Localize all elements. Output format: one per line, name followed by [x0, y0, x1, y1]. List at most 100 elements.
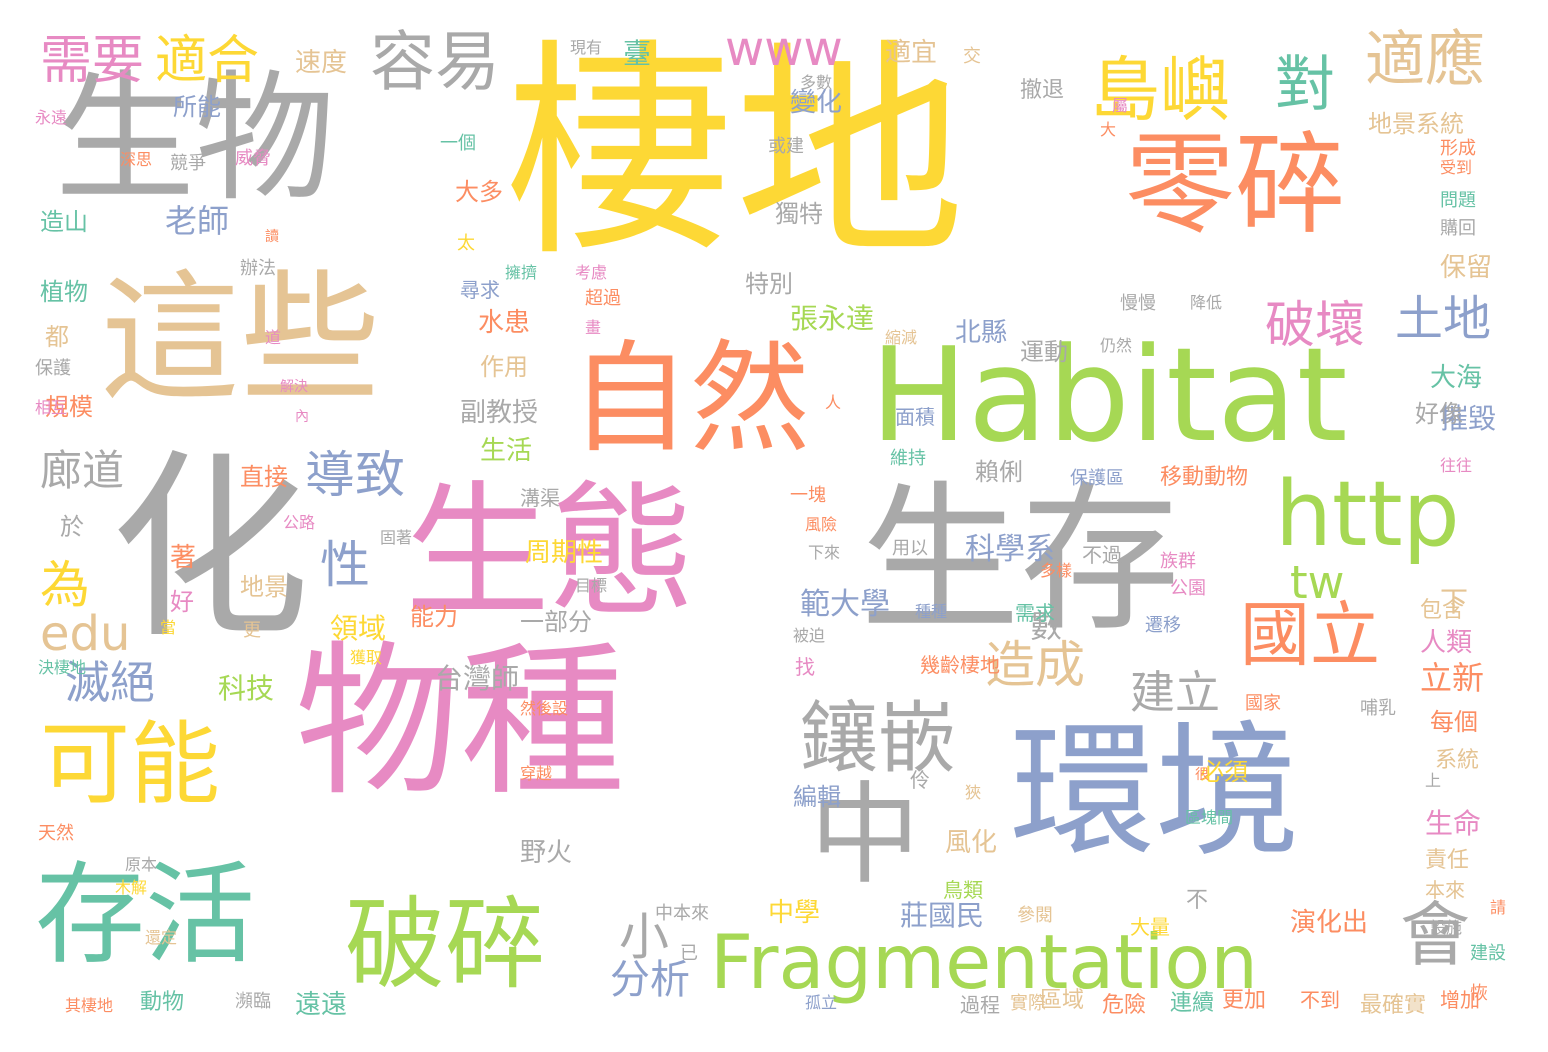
word-cloud-word: 或建 — [768, 136, 804, 157]
word-cloud-word: 競爭 — [170, 153, 206, 174]
word-cloud-word: http — [1275, 462, 1460, 567]
word-cloud-word: 好像 — [1415, 400, 1463, 428]
word-cloud-word: 獲取 — [350, 648, 383, 667]
word-cloud-word: 瀕臨 — [235, 991, 271, 1012]
word-cloud-word: 適宜 — [885, 38, 938, 68]
word-cloud-word: 都 — [45, 323, 69, 351]
word-cloud-word: 造山 — [40, 208, 88, 236]
word-cloud-word: 運動 — [1020, 338, 1068, 366]
word-cloud-word: 購回 — [1440, 218, 1476, 239]
word-cloud-word: 存活 — [35, 851, 255, 979]
word-cloud-word: 種種 — [915, 602, 948, 621]
word-cloud-word: 屬 — [1112, 96, 1129, 115]
word-cloud-word: 性 — [320, 536, 370, 594]
word-cloud-word: 被迫 — [793, 626, 826, 645]
word-cloud-word: 摧毀 — [1440, 402, 1497, 435]
word-cloud-word: 風險 — [805, 515, 838, 534]
word-cloud-word: 慢慢 — [1120, 293, 1156, 314]
word-cloud-word: 太 — [457, 233, 475, 254]
word-cloud-word: 導致 — [305, 446, 405, 504]
word-cloud-word: 台灣師 — [435, 662, 520, 695]
word-cloud-word: 維持 — [890, 448, 926, 469]
word-cloud-word: 副教授 — [460, 398, 539, 428]
word-cloud-word: 破碎 — [345, 886, 545, 1003]
word-cloud-word: 溝渠 — [520, 486, 560, 510]
word-cloud-word: 動物 — [140, 990, 185, 1015]
word-cloud-word: 伶 — [910, 768, 930, 792]
word-cloud-word: 永遠 — [35, 108, 68, 127]
word-cloud-word: 好 — [170, 588, 194, 616]
word-cloud-word: 交 — [963, 46, 981, 67]
word-cloud-word: 哺乳 — [1360, 698, 1396, 719]
word-cloud-word: 每個 — [1430, 708, 1478, 736]
word-cloud-word: 責任 — [1425, 848, 1470, 873]
word-cloud-word: 幾齡棲地 — [920, 653, 1000, 677]
word-cloud-word: 遠遠 — [295, 990, 348, 1020]
word-cloud-word: 國立 — [1240, 594, 1380, 676]
word-cloud-word: 化 — [110, 433, 311, 666]
word-cloud-word: 一塊 — [790, 485, 826, 506]
word-cloud-word: 生存 — [860, 466, 1181, 653]
word-cloud-word: 尋求 — [460, 278, 500, 302]
word-cloud-word: 生態 — [405, 468, 695, 637]
word-cloud-word: 畫 — [585, 318, 602, 337]
word-cloud-word: 解決 — [280, 379, 308, 395]
word-cloud-word: 還定 — [145, 928, 178, 947]
word-cloud-word: 移動動物 — [1160, 465, 1249, 490]
word-cloud-word: 中 — [810, 771, 920, 899]
word-cloud-word: 中本來 — [655, 903, 709, 924]
word-cloud-word: 形成 — [1440, 138, 1476, 159]
word-cloud-word: 然後設 — [520, 699, 569, 718]
word-cloud-word: tw — [1290, 556, 1345, 609]
word-cloud-word: 更 — [243, 620, 261, 641]
word-cloud-word: 當 — [160, 618, 177, 637]
word-cloud-word: 容易 — [370, 25, 501, 100]
word-cloud-word: 相互 — [35, 398, 68, 417]
word-cloud-word: 人類 — [1420, 628, 1473, 658]
word-cloud-word: 找 — [795, 655, 815, 679]
word-cloud-word: 木解 — [115, 878, 148, 897]
word-cloud-word: 零碎 — [1125, 121, 1345, 249]
word-cloud-word: 臺 — [623, 37, 652, 70]
word-cloud-word: 張永達 — [790, 302, 875, 335]
word-cloud-word: 小 — [611, 910, 669, 960]
word-cloud-word: 危險 — [1102, 993, 1147, 1018]
word-cloud-word: 範大學 — [800, 587, 890, 622]
word-cloud-word: 更加 — [1222, 988, 1267, 1013]
word-cloud-word: 變化 — [790, 88, 843, 118]
word-cloud-word: 生物 — [55, 58, 336, 221]
word-cloud-word: 地景 — [240, 573, 288, 601]
word-cloud-word: 擁擠 — [505, 263, 538, 282]
word-cloud-word: 已 — [680, 943, 698, 964]
word-cloud-word: 辦法 — [240, 258, 276, 279]
word-cloud-word: 為 — [40, 556, 90, 614]
word-cloud-word: 增加 — [1440, 988, 1480, 1012]
word-cloud-word: 科技 — [218, 672, 275, 705]
word-cloud-word: 過程 — [960, 993, 1000, 1017]
word-cloud-word: 適應 — [1365, 25, 1485, 95]
word-cloud-word: 北縣 — [955, 318, 1008, 348]
word-cloud-word: 植物 — [40, 278, 88, 306]
word-cloud-word: 領域 — [330, 612, 387, 645]
word-cloud-word: 縮減 — [885, 328, 918, 347]
word-cloud-word: 風化 — [945, 828, 998, 858]
word-cloud-word: 中學 — [768, 898, 821, 928]
word-cloud-word: 能力 — [410, 603, 458, 631]
word-cloud-word: 目標 — [575, 576, 608, 595]
word-cloud-word: 保留 — [1440, 253, 1493, 283]
word-cloud-word: 科學系 — [965, 532, 1055, 567]
word-cloud-word: 滅絕 — [65, 656, 156, 709]
word-cloud-word: 數 — [1030, 607, 1063, 645]
word-cloud-word: 設施 — [1430, 918, 1463, 937]
word-cloud-word: 區域 — [1040, 988, 1085, 1013]
word-cloud-word: 鑲嵌 — [800, 694, 957, 784]
word-cloud-word: 包含 — [1420, 598, 1465, 623]
word-cloud-word: 深思 — [120, 150, 153, 169]
word-cloud-word: 對 — [1275, 50, 1335, 120]
word-cloud-word: 本來 — [1425, 878, 1465, 902]
word-cloud-word: 需求 — [1015, 601, 1055, 625]
word-cloud-word: 問題 — [1440, 190, 1476, 211]
word-cloud-word: 一個 — [440, 133, 476, 154]
word-cloud-word: 建設 — [1470, 943, 1506, 964]
